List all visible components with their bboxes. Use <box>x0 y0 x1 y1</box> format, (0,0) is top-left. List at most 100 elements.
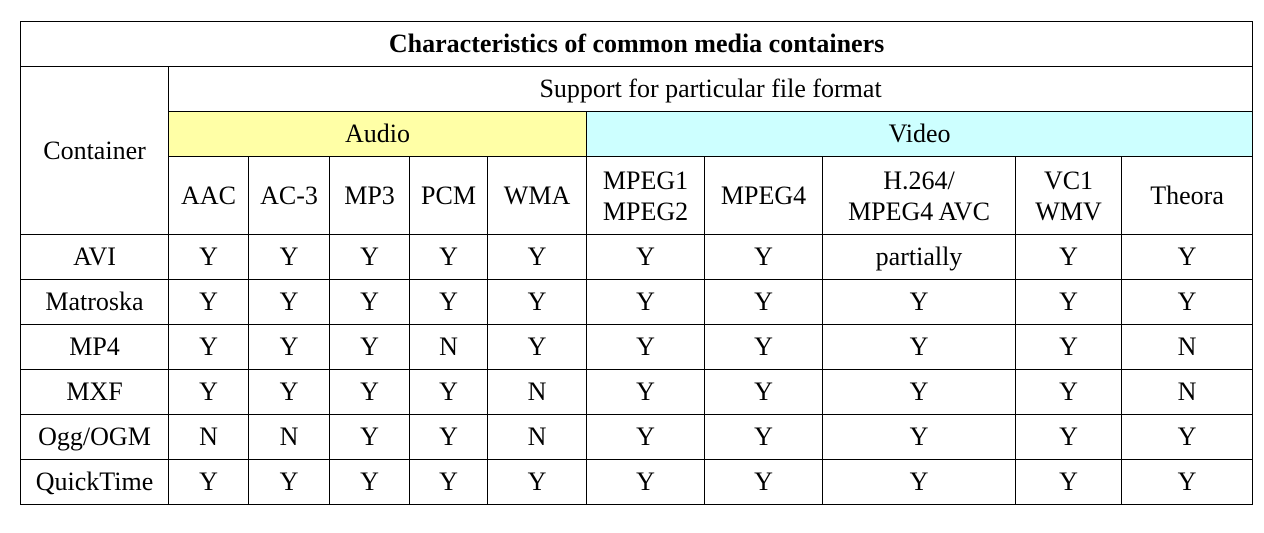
support-cell: Y <box>1120 234 1254 280</box>
audio-group-header: Audio <box>168 111 587 157</box>
support-cell: Y <box>409 234 488 280</box>
support-cell: Y <box>409 414 488 460</box>
support-cell: Y <box>487 459 587 505</box>
format-header-line: AAC <box>181 181 236 210</box>
support-cell: Y <box>586 234 705 280</box>
support-cell: N <box>487 414 587 460</box>
support-cell: Y <box>822 369 1016 415</box>
support-cell: Y <box>1120 459 1254 505</box>
support-cell: N <box>409 324 488 370</box>
support-cell: Y <box>586 279 705 325</box>
support-cell: Y <box>487 324 587 370</box>
support-cell: Y <box>168 279 249 325</box>
support-cell: Y <box>704 324 823 370</box>
support-cell: Y <box>329 414 410 460</box>
video-group-header: Video <box>585 111 1254 157</box>
support-cell: Y <box>822 324 1016 370</box>
container-name-cell: AVI <box>20 234 169 280</box>
media-containers-table: Characteristics of common media containe… <box>19 21 1254 505</box>
support-super-header: Support for particular file format <box>167 66 1254 112</box>
format-header: AAC <box>168 156 249 235</box>
support-cell: Y <box>248 279 330 325</box>
format-header-line: Theora <box>1150 181 1224 210</box>
support-cell: Y <box>487 279 587 325</box>
format-header-line: MPEG4 <box>720 181 807 210</box>
support-cell: N <box>1120 369 1254 415</box>
format-header: WMA <box>487 156 587 235</box>
support-cell: Y <box>1015 459 1122 505</box>
format-header: H.264/MPEG4 AVC <box>822 156 1016 235</box>
support-cell: Y <box>168 369 249 415</box>
support-cell: Y <box>1120 279 1254 325</box>
container-name-cell: MP4 <box>20 324 169 370</box>
support-cell: Y <box>248 324 330 370</box>
format-header-line: H.264/ <box>883 165 955 195</box>
table-row: QuickTime Y Y Y Y Y Y Y Y Y Y <box>20 459 1254 505</box>
format-header-line: WMV <box>1035 196 1102 226</box>
support-cell: Y <box>409 279 488 325</box>
table-row: MXF Y Y Y Y N Y Y Y Y N <box>20 369 1254 415</box>
format-header: Theora <box>1120 156 1254 235</box>
support-cell: Y <box>329 279 410 325</box>
support-cell: Y <box>168 234 249 280</box>
support-cell: Y <box>1015 279 1122 325</box>
support-cell: N <box>168 414 249 460</box>
container-name-cell: Matroska <box>20 279 169 325</box>
table-row: MP4 Y Y Y N Y Y Y Y Y N <box>20 324 1254 370</box>
container-name-cell: MXF <box>20 369 169 415</box>
support-cell: Y <box>704 459 823 505</box>
support-cell: Y <box>1015 234 1122 280</box>
format-header-line: VC1 <box>1043 165 1094 195</box>
format-header-line: AC-3 <box>260 181 318 210</box>
support-cell: Y <box>822 279 1016 325</box>
format-header: VC1 WMV <box>1015 156 1122 235</box>
support-cell: Y <box>409 459 488 505</box>
table-row: Ogg/OGM N N Y Y N Y Y Y Y Y <box>20 414 1254 460</box>
container-column-header: Container <box>20 66 169 235</box>
support-cell: Y <box>586 369 705 415</box>
format-header: MP3 <box>329 156 410 235</box>
support-cell: Y <box>1015 324 1122 370</box>
support-cell: Y <box>487 234 587 280</box>
support-cell: Y <box>248 459 330 505</box>
support-cell: N <box>248 414 330 460</box>
format-header-line: MPEG1 <box>602 165 689 195</box>
support-cell: Y <box>329 234 410 280</box>
support-cell: Y <box>329 459 410 505</box>
support-cell: Y <box>704 234 823 280</box>
support-cell: Y <box>704 369 823 415</box>
format-header: AC-3 <box>248 156 330 235</box>
format-header: PCM <box>409 156 488 235</box>
support-cell: Y <box>586 324 705 370</box>
support-cell: N <box>1120 324 1254 370</box>
table-title: Characteristics of common media containe… <box>19 21 1254 67</box>
format-header-line: MPEG4 AVC <box>848 196 990 226</box>
support-cell: Y <box>1015 369 1122 415</box>
support-cell: N <box>487 369 587 415</box>
format-header: MPEG4 <box>704 156 823 235</box>
support-cell: Y <box>409 369 488 415</box>
support-cell: partially <box>822 234 1016 280</box>
container-name-cell: QuickTime <box>20 459 169 505</box>
support-cell: Y <box>329 369 410 415</box>
support-cell: Y <box>248 234 330 280</box>
container-name-cell: Ogg/OGM <box>20 414 169 460</box>
support-cell: Y <box>1015 414 1122 460</box>
support-cell: Y <box>822 459 1016 505</box>
support-cell: Y <box>822 414 1016 460</box>
format-header: MPEG1 MPEG2 <box>586 156 705 235</box>
format-header-line: MP3 <box>344 181 395 210</box>
support-cell: Y <box>704 279 823 325</box>
format-header-line: WMA <box>503 181 571 210</box>
table-row: Matroska Y Y Y Y Y Y Y Y Y Y <box>20 279 1254 325</box>
format-header-line: PCM <box>421 181 476 210</box>
support-cell: Y <box>586 414 705 460</box>
support-cell: Y <box>248 369 330 415</box>
support-cell: Y <box>168 459 249 505</box>
format-header-line: MPEG2 <box>602 196 689 226</box>
support-cell: Y <box>1120 414 1254 460</box>
support-cell: Y <box>704 414 823 460</box>
support-cell: Y <box>168 324 249 370</box>
support-cell: Y <box>329 324 410 370</box>
